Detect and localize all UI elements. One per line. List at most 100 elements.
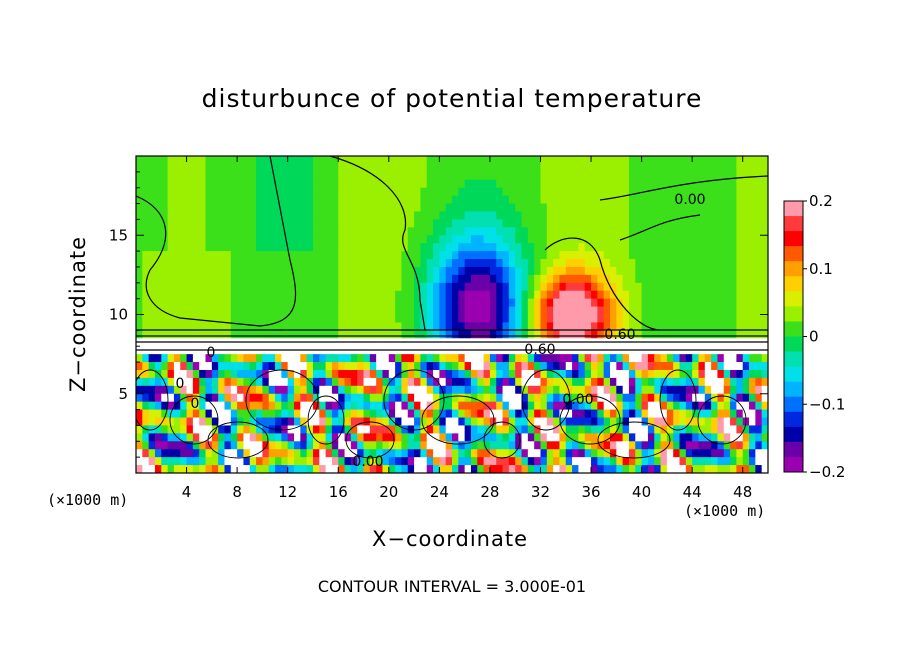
field-cell bbox=[666, 290, 674, 300]
colorbar-swatch bbox=[784, 231, 803, 247]
field-cell bbox=[660, 465, 668, 473]
field-cell bbox=[243, 322, 251, 331]
field-cell bbox=[136, 385, 143, 395]
field-cell bbox=[275, 290, 282, 300]
field-cell bbox=[331, 156, 339, 165]
field-cell bbox=[154, 306, 162, 316]
field-cell bbox=[572, 330, 579, 339]
field-cell bbox=[262, 393, 270, 403]
field-cell bbox=[376, 465, 384, 473]
field-cell bbox=[414, 282, 421, 292]
field-cell bbox=[230, 369, 238, 379]
field-cell bbox=[186, 377, 194, 387]
field-cell bbox=[350, 259, 358, 268]
field-cell bbox=[249, 409, 257, 419]
field-cell bbox=[154, 314, 162, 324]
field-cell bbox=[306, 369, 314, 379]
field-cell bbox=[395, 235, 403, 244]
field-cell bbox=[294, 314, 301, 324]
field-cell bbox=[572, 306, 579, 316]
field-cell bbox=[376, 377, 384, 387]
field-cell bbox=[534, 425, 542, 434]
field-cell bbox=[230, 274, 238, 284]
field-cell bbox=[338, 282, 346, 292]
field-cell bbox=[363, 227, 371, 236]
field-cell bbox=[192, 156, 200, 165]
field-cell bbox=[331, 282, 339, 292]
field-cell bbox=[237, 465, 245, 473]
field-cell bbox=[363, 259, 371, 268]
field-cell bbox=[439, 171, 447, 181]
field-cell bbox=[591, 369, 598, 379]
field-cell bbox=[698, 409, 706, 419]
field-cell bbox=[256, 409, 263, 419]
field-cell bbox=[692, 219, 700, 228]
field-cell bbox=[685, 187, 693, 197]
field-cell bbox=[433, 314, 440, 324]
field-cell bbox=[287, 330, 295, 339]
field-cell bbox=[237, 219, 245, 228]
field-cell bbox=[610, 251, 617, 260]
field-cell bbox=[540, 259, 548, 268]
field-cell bbox=[692, 235, 700, 244]
field-cell bbox=[388, 298, 396, 308]
field-cell bbox=[136, 274, 143, 284]
field-cell bbox=[628, 385, 636, 395]
field-cell bbox=[148, 163, 156, 173]
field-cell bbox=[357, 179, 365, 189]
field-cell bbox=[388, 369, 396, 379]
field-cell bbox=[331, 457, 339, 466]
field-cell bbox=[205, 433, 213, 442]
field-cell bbox=[180, 219, 188, 228]
field-cell bbox=[591, 314, 598, 324]
field-cell bbox=[452, 354, 459, 363]
field-cell bbox=[477, 243, 485, 252]
field-cell bbox=[578, 227, 586, 236]
field-cell bbox=[452, 211, 459, 220]
field-cell bbox=[508, 385, 516, 395]
field-cell bbox=[420, 290, 428, 300]
field-cell bbox=[477, 465, 485, 473]
field-cell bbox=[470, 314, 478, 324]
field-cell bbox=[685, 457, 693, 466]
field-cell bbox=[704, 457, 712, 466]
field-cell bbox=[603, 163, 611, 173]
field-cell bbox=[496, 433, 504, 442]
field-cell bbox=[749, 409, 756, 419]
field-cell bbox=[211, 441, 219, 450]
field-cell bbox=[610, 187, 617, 197]
field-cell bbox=[546, 409, 554, 419]
field-cell bbox=[489, 195, 497, 205]
field-cell bbox=[666, 274, 674, 284]
field-cell bbox=[388, 266, 396, 276]
field-cell bbox=[553, 227, 561, 236]
field-cell bbox=[647, 259, 655, 268]
field-cell bbox=[331, 235, 339, 244]
field-cell bbox=[540, 274, 548, 284]
field-cell bbox=[685, 163, 693, 173]
field-cell bbox=[369, 393, 377, 403]
field-cell bbox=[616, 187, 624, 197]
field-cell bbox=[218, 441, 226, 450]
field-cell bbox=[173, 457, 181, 466]
field-cell bbox=[357, 171, 365, 181]
field-cell bbox=[736, 314, 744, 324]
field-cell bbox=[376, 211, 384, 220]
field-cell bbox=[761, 274, 768, 284]
field-cell bbox=[660, 163, 668, 173]
field-cell bbox=[407, 274, 415, 284]
field-cell bbox=[489, 274, 497, 284]
field-cell bbox=[344, 465, 352, 473]
field-cell bbox=[597, 385, 605, 395]
field-cell bbox=[262, 306, 270, 316]
field-cell bbox=[312, 187, 320, 197]
field-cell bbox=[199, 465, 207, 473]
field-cell bbox=[546, 195, 554, 205]
field-cell bbox=[294, 203, 301, 213]
field-cell bbox=[704, 251, 712, 260]
field-cell bbox=[268, 219, 276, 228]
field-cell bbox=[483, 322, 491, 331]
field-cell bbox=[281, 354, 289, 363]
field-cell bbox=[584, 417, 592, 427]
field-cell bbox=[205, 314, 213, 324]
